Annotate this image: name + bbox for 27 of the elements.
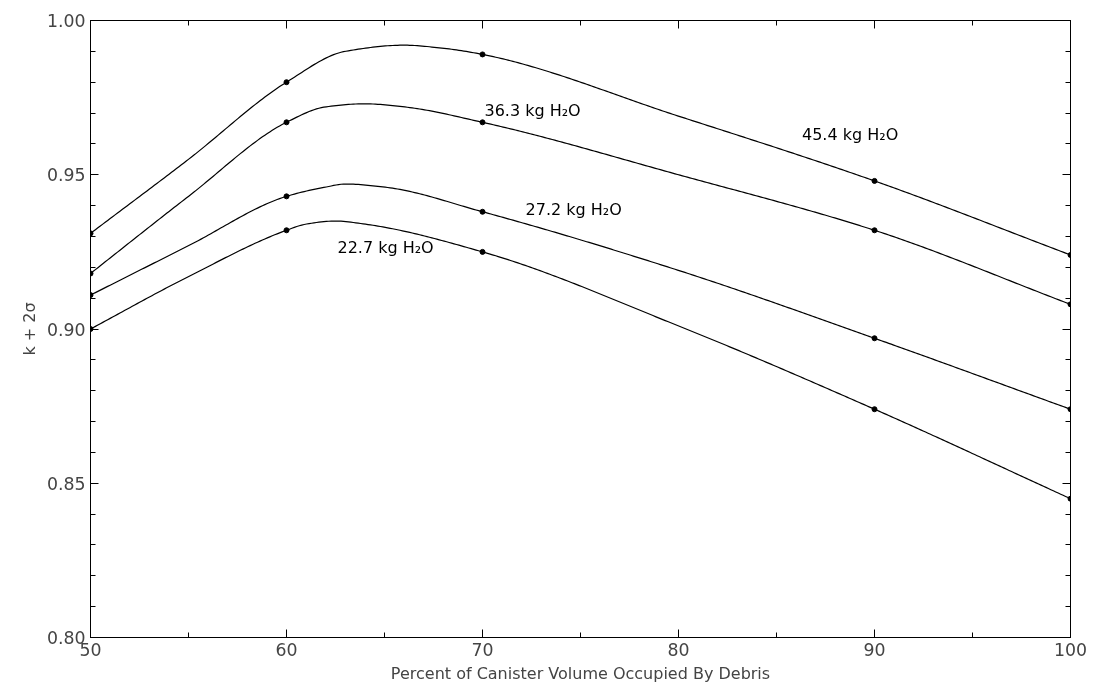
series-label: 36.3 kg H₂O (484, 101, 581, 121)
y-axis-title: k + 2σ (19, 302, 39, 356)
y-tick-label: 1.00 (46, 11, 86, 31)
x-tick-label: 90 (863, 639, 886, 660)
point (871, 335, 878, 342)
x-axis-title: Percent of Canister Volume Occupied By Debris (390, 663, 771, 683)
point (479, 208, 486, 215)
series-label: 27.2 kg H₂O (525, 200, 622, 220)
point (283, 79, 290, 86)
point (479, 51, 486, 58)
point (871, 406, 878, 413)
x-tick-label: 70 (471, 639, 494, 660)
point (283, 119, 290, 126)
series-label: 22.7 kg H₂O (337, 237, 434, 257)
point (479, 248, 486, 255)
y-tick-label: 0.85 (46, 473, 86, 494)
point (283, 227, 290, 234)
y-tick-label: 0.90 (46, 319, 86, 340)
x-tick-label: 100 (1053, 639, 1088, 660)
y-tick-label: 0.95 (46, 165, 86, 186)
point (871, 227, 878, 234)
point (871, 177, 878, 184)
series-label: 45.4 kg H₂O (801, 124, 899, 144)
point (479, 119, 486, 126)
point (283, 193, 290, 200)
x-tick-label: 80 (667, 639, 690, 660)
x-tick-label: 60 (275, 639, 298, 660)
